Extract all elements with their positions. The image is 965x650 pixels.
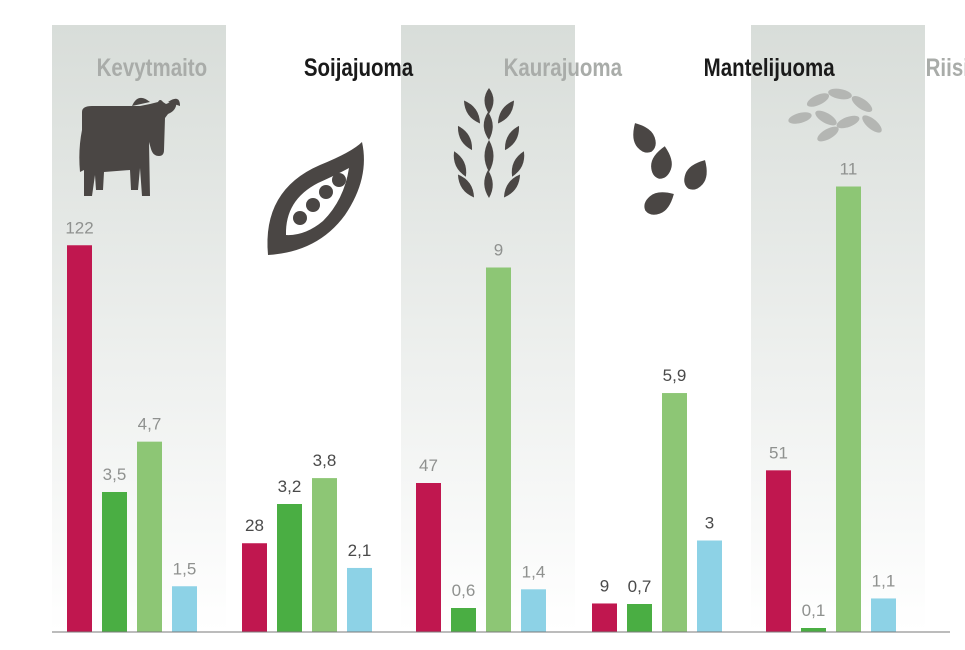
data-label-kaurajuoma-3: 9 bbox=[494, 241, 503, 260]
bar-kaurajuoma-3 bbox=[486, 267, 511, 632]
bar-mantelijuoma-3 bbox=[662, 393, 687, 632]
category-title-mantelijuoma: Mantelijuoma bbox=[704, 53, 835, 81]
data-label-kaurajuoma-4: 1,4 bbox=[522, 562, 546, 581]
data-label-riisijuoma-3: 11 bbox=[840, 160, 858, 179]
bar-kevytmaito-1 bbox=[67, 245, 92, 632]
bar-kaurajuoma-2 bbox=[451, 608, 476, 632]
bar-riisijuoma-2 bbox=[801, 628, 826, 632]
data-label-kevytmaito-1: 122 bbox=[65, 218, 93, 237]
bar-soijajuoma-1 bbox=[242, 543, 267, 632]
data-label-mantelijuoma-3: 5,9 bbox=[663, 366, 687, 385]
bar-mantelijuoma-4 bbox=[697, 540, 722, 632]
bar-kevytmaito-4 bbox=[172, 586, 197, 632]
bar-mantelijuoma-2 bbox=[627, 604, 652, 632]
data-label-kaurajuoma-1: 47 bbox=[419, 456, 438, 475]
bar-kevytmaito-2 bbox=[102, 492, 127, 632]
data-label-kevytmaito-2: 3,5 bbox=[103, 465, 127, 484]
bar-soijajuoma-3 bbox=[312, 478, 337, 632]
bar-riisijuoma-4 bbox=[871, 598, 896, 632]
category-title-kaurajuoma: Kaurajuoma bbox=[504, 53, 623, 81]
category-title-kevytmaito: Kevytmaito bbox=[97, 53, 208, 81]
data-label-kevytmaito-3: 4,7 bbox=[138, 415, 162, 434]
data-label-mantelijuoma-4: 3 bbox=[705, 514, 714, 533]
data-label-soijajuoma-3: 3,8 bbox=[313, 451, 337, 470]
rice-icon bbox=[788, 88, 882, 142]
data-label-kevytmaito-4: 1,5 bbox=[173, 559, 197, 578]
data-label-riisijuoma-1: 51 bbox=[769, 443, 788, 462]
bar-riisijuoma-1 bbox=[766, 470, 791, 632]
pea-pod-icon bbox=[267, 142, 364, 255]
data-label-soijajuoma-2: 3,2 bbox=[278, 477, 302, 496]
bar-kaurajuoma-1 bbox=[416, 483, 441, 632]
data-label-mantelijuoma-2: 0,7 bbox=[628, 577, 652, 596]
cow-icon bbox=[79, 97, 180, 196]
data-label-soijajuoma-4: 2,1 bbox=[348, 541, 372, 560]
category-title-soijajuoma: Soijajuoma bbox=[304, 53, 414, 81]
data-label-kaurajuoma-2: 0,6 bbox=[452, 581, 476, 600]
category-title-riisijuoma: Riisijuoma bbox=[926, 53, 965, 81]
bar-riisijuoma-3 bbox=[836, 186, 861, 632]
bar-kaurajuoma-4 bbox=[521, 589, 546, 632]
data-label-mantelijuoma-1: 9 bbox=[600, 576, 609, 595]
wheat-icon bbox=[453, 88, 525, 198]
bar-mantelijuoma-1 bbox=[592, 603, 617, 632]
bar-kevytmaito-3 bbox=[137, 441, 162, 632]
bar-soijajuoma-4 bbox=[347, 567, 372, 632]
bar-soijajuoma-2 bbox=[277, 504, 302, 632]
data-label-riisijuoma-4: 1,1 bbox=[872, 571, 896, 590]
data-label-soijajuoma-1: 28 bbox=[245, 516, 264, 535]
data-label-riisijuoma-2: 0,1 bbox=[802, 601, 826, 620]
almond-icon bbox=[633, 123, 707, 215]
